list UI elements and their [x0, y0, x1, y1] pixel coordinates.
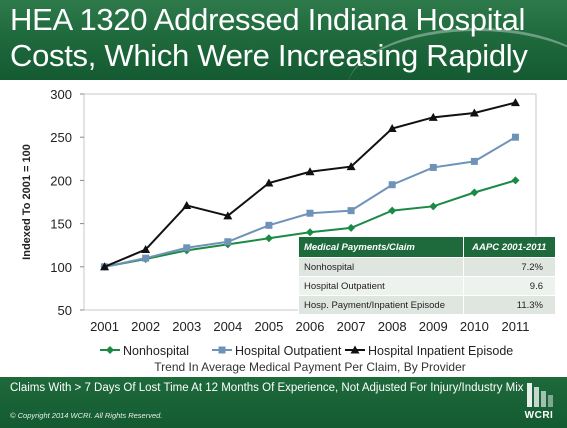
table-row: Nonhospital 7.2%: [298, 257, 557, 277]
data-point: [388, 181, 396, 189]
wcri-logo-icon: [527, 383, 553, 407]
data-point: [511, 133, 519, 141]
legend-label: Nonhospital: [123, 344, 189, 358]
table-cell: Hosp. Payment/Inpatient Episode: [298, 295, 464, 315]
data-point: [265, 221, 273, 229]
y-tick-label: 250: [50, 130, 72, 145]
title-line-1: HEA 1320 Addressed Indiana Hospital: [10, 2, 526, 37]
series-markers-hospital-outpatient: [101, 133, 519, 271]
series-markers-hospital-inpatient-episode: [100, 98, 520, 271]
table-cell: 9.6: [462, 276, 557, 296]
data-point: [224, 238, 232, 246]
y-axis-label: Indexed To 2001 = 100: [21, 144, 33, 260]
logo-wordmark: WCRI: [524, 410, 554, 421]
aapc-table: Medical Payments/Claim AAPC 2001-2011 No…: [298, 236, 557, 315]
table-row: Hosp. Payment/Inpatient Episode 11.3%: [298, 295, 557, 315]
data-point: [387, 124, 397, 133]
legend-marker: [350, 345, 360, 354]
table-row: Hospital Outpatient 9.6: [298, 276, 557, 296]
data-point: [470, 157, 478, 165]
y-tick-label: 300: [50, 87, 72, 102]
footnote: Claims With > 7 Days Of Lost Time At 12 …: [10, 382, 524, 394]
data-point: [511, 176, 520, 185]
table-cell: 11.3%: [462, 295, 557, 315]
data-point: [223, 211, 233, 220]
table-header-cell: AAPC 2001-2011: [462, 236, 557, 258]
data-point: [428, 112, 438, 121]
legend-label: Hospital Outpatient: [235, 344, 342, 358]
y-tick-label: 200: [50, 173, 72, 188]
slide-title: HEA 1320 Addressed Indiana Hospital Cost…: [10, 2, 550, 74]
x-tick-label: 2002: [131, 319, 160, 334]
y-tick-label: 50: [58, 303, 72, 318]
title-line-2: Costs, Which Were Increasing Rapidly: [10, 38, 528, 73]
data-point: [183, 244, 191, 252]
data-point: [510, 98, 520, 107]
y-tick-label: 100: [50, 260, 72, 275]
x-tick-label: 2008: [378, 319, 407, 334]
data-point: [429, 202, 438, 211]
table-cell: Nonhospital: [298, 257, 464, 277]
data-point: [346, 162, 356, 171]
y-tick-label: 150: [50, 217, 72, 232]
data-point: [141, 245, 151, 254]
table-header-cell: Medical Payments/Claim: [298, 236, 464, 258]
data-point: [470, 188, 479, 197]
data-point: [264, 234, 273, 243]
slide-footer: Claims With > 7 Days Of Lost Time At 12 …: [0, 377, 567, 428]
data-point: [182, 200, 192, 209]
data-point: [142, 254, 150, 262]
x-tick-label: 2007: [337, 319, 366, 334]
x-tick-label: 2011: [501, 319, 529, 334]
x-tick-label: 2005: [254, 319, 283, 334]
legend-label: Hospital Inpatient Episode: [368, 344, 513, 358]
data-point: [306, 228, 314, 237]
table-header-row: Medical Payments/Claim AAPC 2001-2011: [298, 236, 557, 258]
data-point: [306, 209, 314, 217]
table-cell: 7.2%: [462, 257, 557, 277]
data-point: [264, 178, 274, 187]
data-point: [469, 108, 479, 117]
data-point: [347, 223, 356, 232]
data-point: [429, 163, 437, 171]
header-swoosh: [347, 28, 567, 80]
x-axis-label: Trend In Average Medical Payment Per Cla…: [154, 360, 465, 374]
slide-header: HEA 1320 Addressed Indiana Hospital Cost…: [0, 0, 567, 80]
x-tick-label: 2004: [213, 319, 242, 334]
legend-marker: [218, 346, 226, 354]
x-tick-label: 2009: [419, 319, 448, 334]
x-tick-label: 2006: [296, 319, 325, 334]
x-tick-label: 2001: [90, 319, 119, 334]
x-tick-label: 2010: [460, 319, 489, 334]
data-point: [100, 262, 110, 271]
data-point: [388, 206, 397, 215]
data-point: [347, 207, 355, 215]
legend-marker: [106, 346, 114, 354]
x-tick-label: 2003: [172, 319, 201, 334]
table-cell: Hospital Outpatient: [298, 276, 464, 296]
line-chart: 50 100 150 200 250 300 2001 2002 2003 2004 2005 200…: [21, 87, 537, 374]
data-point: [305, 167, 315, 176]
copyright-notice: © Copyright 2014 WCRI. All Rights Reserv…: [10, 411, 163, 420]
